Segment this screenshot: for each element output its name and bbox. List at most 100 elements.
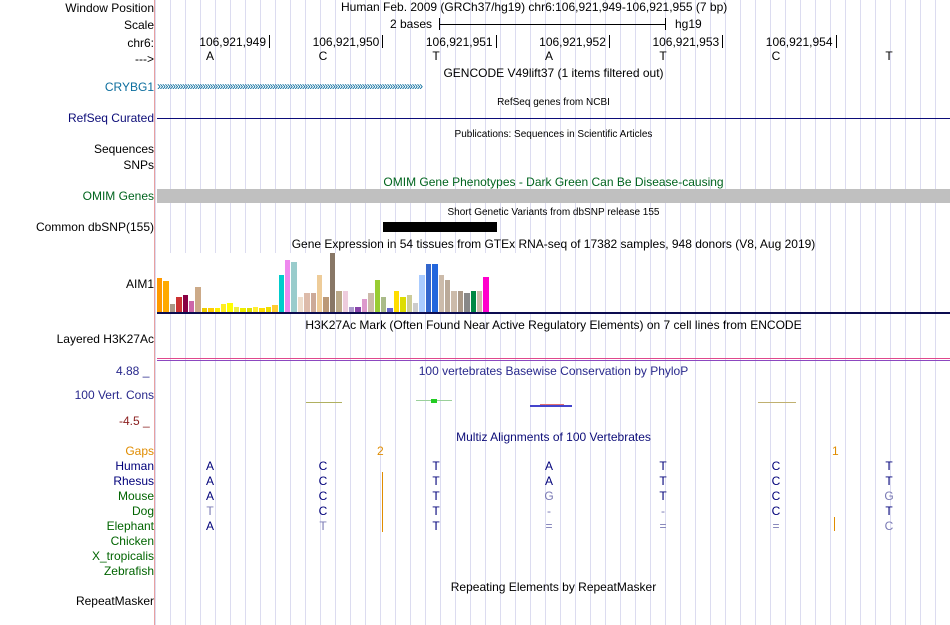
gtex-tissue-bar[interactable] xyxy=(297,297,304,312)
crybg1-gene-feature[interactable]: ››››››››››››››››››››››››››››››››››››››››… xyxy=(157,79,423,93)
alignment-base: T xyxy=(319,519,327,533)
species-label[interactable]: Human xyxy=(115,459,154,473)
gtex-tissue-bar[interactable] xyxy=(374,280,380,312)
h3k27ac-title: H3K27Ac Mark (Often Found Near Active Re… xyxy=(305,318,802,332)
repeatmasker-title: Repeating Elements by RepeatMasker xyxy=(450,580,657,594)
gaps-label[interactable]: Gaps xyxy=(125,444,154,458)
species-label[interactable]: Dog xyxy=(131,504,154,518)
gtex-tissue-bar[interactable] xyxy=(445,280,451,312)
gtex-tissue-bar[interactable] xyxy=(285,260,291,312)
gtex-tissue-bar[interactable] xyxy=(163,281,169,312)
gtex-tissue-bar[interactable] xyxy=(253,307,259,312)
species-label[interactable]: Elephant xyxy=(106,519,154,533)
gtex-tissue-bar[interactable] xyxy=(477,291,483,312)
phylop-label[interactable]: 100 Vert. Cons xyxy=(74,388,154,402)
dbsnp-label[interactable]: Common dbSNP(155) xyxy=(35,220,154,234)
gtex-tissue-bar[interactable] xyxy=(419,275,425,312)
sequences-label[interactable]: Sequences xyxy=(93,142,154,156)
gtex-tissue-bar[interactable] xyxy=(336,291,342,312)
gtex-tissue-bar[interactable] xyxy=(406,295,412,312)
gtex-label[interactable]: AIM1 xyxy=(125,277,154,291)
gtex-tissue-bar[interactable] xyxy=(189,301,195,312)
repeatmasker-label[interactable]: RepeatMasker xyxy=(75,594,154,608)
refseq-gene-feature[interactable] xyxy=(157,118,950,119)
gtex-tissue-bar[interactable] xyxy=(169,304,176,312)
gtex-tissue-bar[interactable] xyxy=(413,303,419,312)
reference-base: A xyxy=(544,49,553,63)
gtex-tissue-bar[interactable] xyxy=(451,291,457,312)
chrom-label: chr6: xyxy=(127,36,154,50)
gtex-tissue-bar[interactable] xyxy=(157,278,163,312)
gtex-tissue-bar[interactable] xyxy=(425,264,432,312)
gtex-tissue-bar[interactable] xyxy=(432,264,438,312)
gtex-tissue-bar[interactable] xyxy=(240,308,246,312)
refseq-label[interactable]: RefSeq Curated xyxy=(67,111,154,125)
gap-marker-1 xyxy=(382,472,383,532)
gtex-tissue-bar[interactable] xyxy=(291,262,297,312)
gtex-tissue-bar[interactable] xyxy=(438,275,444,312)
gtex-tissue-bar[interactable] xyxy=(323,297,329,312)
gtex-tissue-bar[interactable] xyxy=(470,291,476,312)
gtex-tissue-bar[interactable] xyxy=(457,291,464,312)
gtex-tissue-bar[interactable] xyxy=(272,305,278,312)
alignment-base: C xyxy=(318,489,328,503)
gtex-tissue-bar[interactable] xyxy=(246,308,252,312)
gencode-title: GENCODE V49lift37 (1 items filtered out) xyxy=(443,66,664,80)
gtex-tissue-bar[interactable] xyxy=(233,307,240,312)
gtex-tissue-bar[interactable] xyxy=(221,304,227,312)
species-label[interactable]: X_tropicalis xyxy=(91,549,154,563)
gtex-tissue-bar[interactable] xyxy=(265,307,272,312)
gtex-tissue-bar[interactable] xyxy=(368,293,374,312)
species-label[interactable]: Chicken xyxy=(110,534,154,548)
gtex-tissue-bar[interactable] xyxy=(361,299,368,312)
h3k27ac-label[interactable]: Layered H3K27Ac xyxy=(56,332,154,346)
gtex-tissue-bar[interactable] xyxy=(278,275,284,312)
gtex-tissue-bar[interactable] xyxy=(381,297,387,312)
species-label[interactable]: Mouse xyxy=(117,489,154,503)
ruler-position: 106,921,952 xyxy=(539,35,606,49)
gtex-tissue-bar[interactable] xyxy=(304,293,310,312)
gtex-tissue-bar[interactable] xyxy=(227,303,233,312)
gtex-tissue-bar[interactable] xyxy=(176,297,182,312)
gtex-tissue-bar[interactable] xyxy=(201,308,208,312)
gtex-tissue-bar[interactable] xyxy=(400,297,406,312)
alignment-base: A xyxy=(205,459,214,473)
grid-line xyxy=(155,0,156,625)
gtex-tissue-bar[interactable] xyxy=(483,277,489,312)
alignment-base: C xyxy=(771,489,781,503)
gtex-tissue-bar[interactable] xyxy=(342,291,348,312)
gtex-tissue-bar[interactable] xyxy=(317,275,323,312)
gencode-gene-label[interactable]: CRYBG1 xyxy=(104,80,154,94)
gtex-tissue-bar[interactable] xyxy=(259,308,265,312)
gtex-tissue-bar[interactable] xyxy=(310,293,316,312)
species-label[interactable]: Zebrafish xyxy=(103,564,154,578)
ruler-position: 106,921,950 xyxy=(312,35,380,49)
gtex-tissue-bar[interactable] xyxy=(355,307,361,312)
alignment-base: T xyxy=(659,489,667,503)
window-position-label: Window Position xyxy=(65,1,154,15)
phylop-mark-1 xyxy=(306,402,342,403)
omim-label[interactable]: OMIM Genes xyxy=(82,189,154,203)
gtex-tissue-bar[interactable] xyxy=(208,308,214,312)
alignment-base: - xyxy=(547,504,551,518)
gtex-tissue-bar[interactable] xyxy=(182,295,188,312)
omim-gene-feature[interactable] xyxy=(157,189,950,203)
scale-text: 2 bases xyxy=(390,17,433,31)
assembly-position-text: Human Feb. 2009 (GRCh37/hg19) chr6:106,9… xyxy=(341,0,728,14)
snps-label[interactable]: SNPs xyxy=(123,158,154,172)
gtex-tissue-bar[interactable] xyxy=(329,253,336,312)
ruler-tick xyxy=(835,35,837,48)
gap-marker-2 xyxy=(834,517,835,531)
gtex-tissue-bar[interactable] xyxy=(349,307,355,312)
alignment-base: C xyxy=(884,519,894,533)
dbsnp-variant-feature[interactable] xyxy=(383,222,497,232)
gtex-tissue-bar[interactable] xyxy=(464,293,470,312)
alignment-base: C xyxy=(771,459,781,473)
gtex-tissue-bar[interactable] xyxy=(393,291,400,312)
species-label[interactable]: Rhesus xyxy=(113,474,154,488)
gtex-tissue-bar[interactable] xyxy=(195,287,201,312)
gtex-tissue-bar[interactable] xyxy=(214,308,220,312)
gtex-tissue-bar[interactable] xyxy=(387,308,393,312)
refseq-title: RefSeq genes from NCBI xyxy=(497,97,610,108)
ruler-position: 106,921,954 xyxy=(765,35,833,49)
